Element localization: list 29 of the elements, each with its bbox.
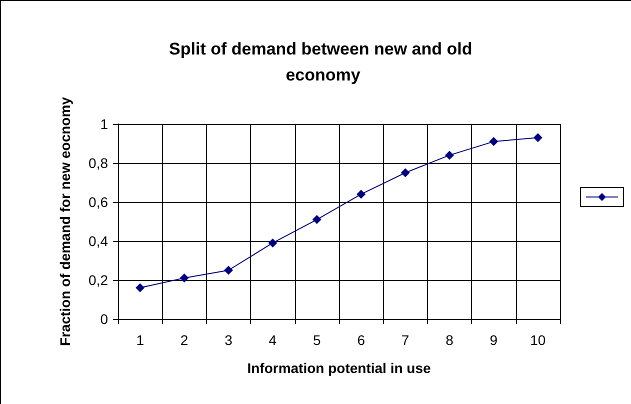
- y-axis-title: Fraction of demand for new eocnomy: [57, 96, 73, 346]
- y-tick-label: 0,6: [88, 194, 108, 210]
- point: [180, 274, 189, 283]
- point: [400, 168, 410, 178]
- x-tick-label: 10: [530, 332, 546, 348]
- x-tick-label: 5: [313, 332, 321, 348]
- y-tick-label: 0,8: [88, 155, 108, 171]
- point: [445, 150, 454, 160]
- x-axis-title: Information potential in use: [247, 360, 431, 376]
- point: [312, 215, 322, 224]
- y-tick-label: 1: [100, 116, 108, 132]
- x-tick-label: 3: [224, 332, 233, 348]
- x-tick-label: 4: [268, 332, 277, 348]
- point: [533, 133, 542, 142]
- point: [489, 137, 498, 146]
- x-tick-label: 6: [357, 332, 366, 348]
- y-tick-label: 0,4: [88, 233, 108, 249]
- x-tick-label: 9: [490, 332, 498, 348]
- point: [136, 283, 145, 292]
- x-tick-label: 8: [446, 332, 454, 348]
- chart-title: Split of demand between new and old economy: [169, 40, 477, 84]
- point: [268, 238, 278, 248]
- x-tick-label: 7: [401, 332, 410, 348]
- y-tick-label: 0,2: [88, 272, 108, 288]
- point: [224, 266, 233, 275]
- x-tick-label: 1: [136, 332, 144, 348]
- x-tick-label: 2: [180, 332, 188, 348]
- y-tick-label: 0: [100, 311, 108, 327]
- point: [356, 190, 366, 199]
